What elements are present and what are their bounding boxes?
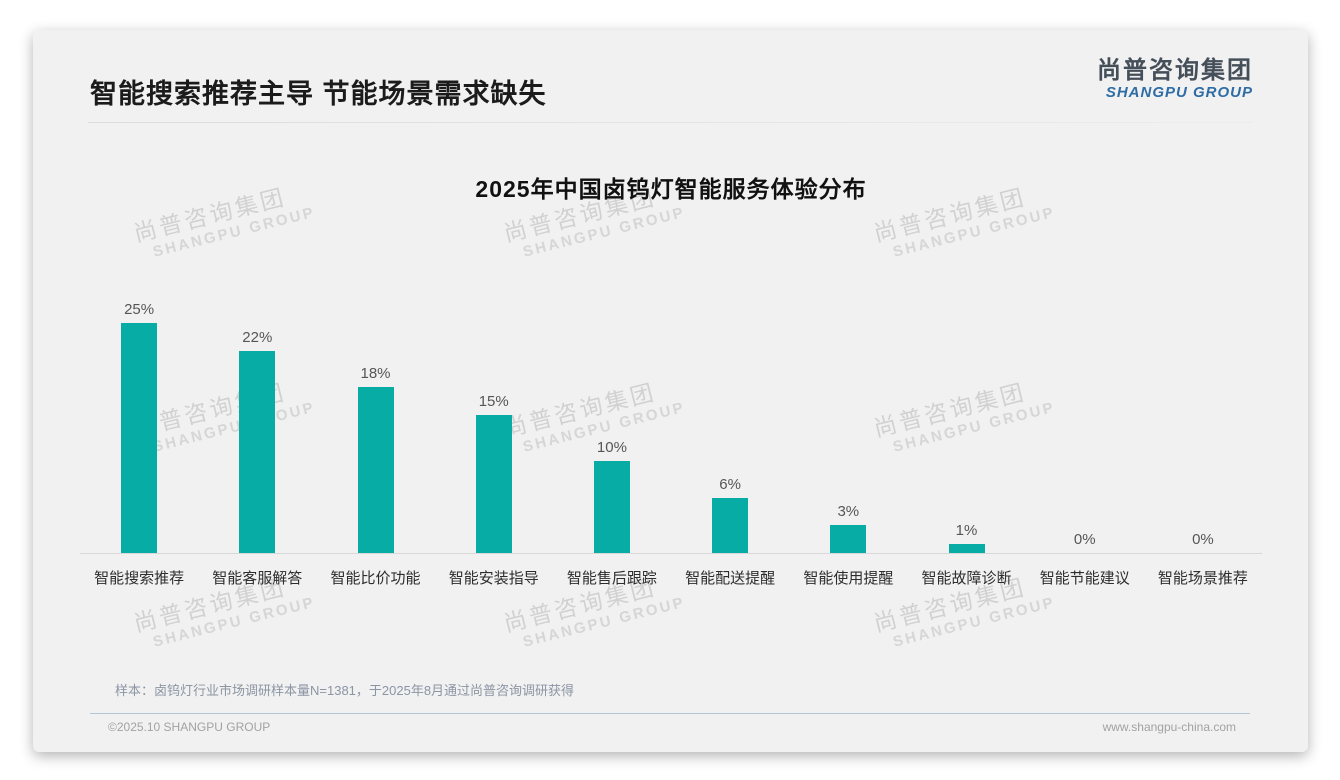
category-label: 智能安装指导: [448, 570, 539, 587]
plot-area: 25% 22% 18% 15% 10% 6% 3% 1% 0% 0%: [80, 202, 1262, 554]
header-divider: [88, 122, 1253, 123]
logo-chinese-text: 尚普咨询集团: [1097, 57, 1253, 84]
footer-divider: [90, 713, 1250, 714]
sample-note: 样本：卤钨灯行业市场调研样本量N=1381，于2025年8月通过尚普咨询调研获得: [115, 683, 575, 698]
bar: [475, 415, 512, 553]
copyright-text: ©2025.10 SHANGPU GROUP: [108, 720, 271, 734]
bar-value-label: 0%: [1192, 531, 1214, 548]
watermark-english-text: SHANGPU GROUP: [891, 593, 1058, 651]
category-label: 智能售后跟踪: [566, 570, 657, 587]
page-title: 智能搜索推荐主导 节能场景需求缺失: [90, 79, 547, 109]
bar: [948, 543, 985, 553]
bar-column: 0%: [1144, 531, 1262, 553]
category-label: 智能比价功能: [330, 570, 421, 587]
bar-value-label: 15%: [478, 393, 509, 410]
bar-column: 6%: [671, 476, 789, 553]
bar-column: 25%: [80, 301, 198, 553]
bar-value-label: 6%: [719, 475, 741, 493]
bar-value-label: 22%: [242, 328, 273, 346]
category-label: 智能节能建议: [1039, 570, 1130, 587]
bar-value-label: 18%: [360, 365, 391, 383]
bar-column: 18%: [316, 365, 434, 553]
watermark-english-text: SHANGPU GROUP: [521, 593, 688, 651]
bar: [357, 387, 394, 553]
bar-chart: 2025年中国卤钨灯智能服务体验分布 25% 22% 18% 15% 10% 6% 3% 1%…: [80, 158, 1262, 588]
bar: [830, 525, 867, 553]
category-label: 智能搜索推荐: [94, 570, 185, 587]
category-axis: 智能搜索推荐 智能客服解答 智能比价功能 智能安装指导 智能售后跟踪 智能配送提醒 智能使用…: [80, 567, 1262, 588]
bar-value-label: 0%: [1073, 531, 1096, 548]
company-logo: 尚普咨询集团 SHANGPU GROUP: [1097, 57, 1253, 102]
chart-title: 2025年中国卤钨灯智能服务体验分布: [475, 176, 867, 202]
category-label: 智能客服解答: [212, 570, 303, 587]
category-label: 智能场景推荐: [1157, 570, 1248, 587]
bar-value-label: 10%: [596, 439, 627, 456]
bar-column: 15%: [435, 393, 553, 553]
bar: [239, 350, 276, 553]
slide-card: 尚普咨询集团 SHANGPU GROUP 尚普咨询集团 SHANGPU GROUP 尚普…: [33, 30, 1308, 752]
bar-value-label: 3%: [837, 503, 860, 521]
bar: [593, 461, 630, 553]
bar: [121, 323, 158, 553]
category-label: 智能故障诊断: [921, 570, 1012, 587]
bar: [712, 497, 749, 553]
bar-column: 10%: [553, 439, 671, 553]
bar-value-label: 25%: [124, 301, 155, 318]
bar-column: 3%: [789, 503, 907, 553]
category-label: 智能配送提醒: [685, 570, 776, 587]
bar-value-label: 1%: [955, 521, 978, 539]
bar-column: 22%: [198, 329, 316, 553]
website-url: www.shangpu-china.com: [1102, 720, 1236, 734]
logo-english-text: SHANGPU GROUP: [1105, 84, 1253, 102]
category-label: 智能使用提醒: [803, 570, 894, 587]
bar-column: 0%: [1026, 531, 1144, 553]
slide-footer: ©2025.10 SHANGPU GROUP www.shangpu-china…: [108, 720, 1236, 734]
bar-column: 1%: [907, 522, 1025, 553]
watermark-english-text: SHANGPU GROUP: [151, 593, 318, 651]
